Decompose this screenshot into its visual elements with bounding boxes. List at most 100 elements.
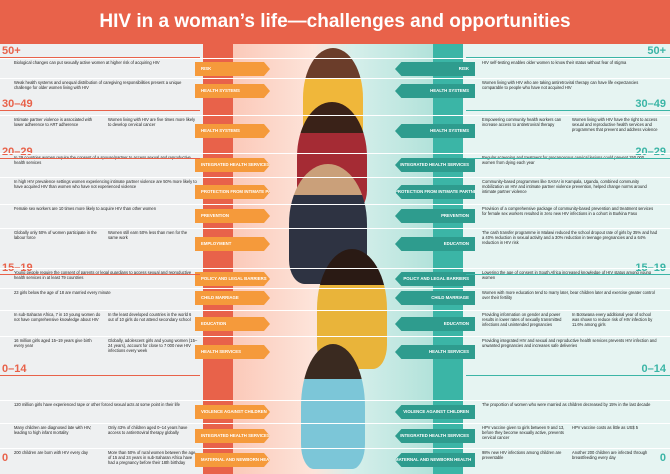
- opportunity-tag: VIOLENCE AGAINST CHILDREN: [395, 405, 475, 419]
- challenge-text: Women living with HIV are five times mor…: [108, 117, 196, 127]
- challenge-text: 23 girls below the age of 18 are married…: [14, 290, 111, 295]
- row-divider: [0, 204, 670, 205]
- challenge-text: In the least developed countries in the …: [108, 312, 192, 322]
- row-divider: [0, 336, 670, 337]
- age-label-right: 20–29: [635, 146, 666, 158]
- row: INTEGRATED HEALTH SERVICES INTEGRATED HEA…: [0, 426, 670, 446]
- row-divider: [0, 423, 670, 424]
- opportunity-tag: INTEGRATED HEALTH SERVICES: [395, 429, 475, 443]
- opportunity-text: In Botswana every additional year of sch…: [572, 312, 653, 327]
- age-label-left: 0: [2, 452, 9, 464]
- opportunity-text: Another 200 children are infected throug…: [572, 450, 648, 460]
- row-divider: [0, 268, 670, 269]
- opportunity-text: Women living with HIV who are taking ant…: [482, 80, 639, 90]
- challenge-text: Biological changes can put sexually acti…: [14, 60, 160, 65]
- row: PREVENTION PREVENTION: [0, 206, 670, 226]
- challenge-tag: EMPLOYMENT: [195, 237, 270, 251]
- age-divider: [0, 110, 200, 111]
- challenge-tag: POLICY AND LEGAL BARRIERS: [195, 272, 270, 286]
- age-divider: [0, 158, 200, 159]
- row: HEALTH SYSTEMS HEALTH SYSTEMS: [0, 81, 670, 101]
- row-divider: [0, 78, 670, 79]
- opportunity-tag: MATERNAL AND NEWBORN HEALTH: [395, 453, 475, 467]
- row-divider: [0, 228, 670, 229]
- opportunity-tag: HEALTH SYSTEMS: [395, 124, 475, 138]
- opportunity-tag: CHILD MARRIAGE: [395, 291, 475, 305]
- opportunity-text: Regular screening and treatment for prec…: [482, 155, 644, 165]
- age-divider: [466, 158, 670, 159]
- challenge-text: In high HIV prevalence settings women ex…: [14, 179, 197, 189]
- challenge-tag: EDUCATION: [195, 317, 270, 331]
- opportunity-text: HPV vaccine given to girls between 9 and…: [482, 425, 565, 440]
- opportunity-text: HPV vaccine costs as little as US$ 5: [572, 425, 638, 430]
- opportunity-tag: PREVENTION: [395, 209, 475, 223]
- row: RISK RISK: [0, 59, 670, 79]
- opportunity-text: Providing information on gender and powe…: [482, 312, 562, 327]
- row-divider: [0, 310, 670, 311]
- opportunity-tag: HEALTH SYSTEMS: [395, 84, 475, 98]
- opportunity-text: HIV self-testing enables older women to …: [482, 60, 627, 65]
- challenge-text: More than 50% of rural women between the…: [108, 450, 196, 465]
- row: POLICY AND LEGAL BARRIERS POLICY AND LEGA…: [0, 269, 670, 289]
- opportunity-text: 98% new HIV infections among children ar…: [482, 450, 562, 460]
- age-label-left: 0–14: [2, 363, 27, 375]
- row-divider: [0, 58, 670, 59]
- challenge-text: Female sex workers are 10 times more lik…: [14, 206, 156, 211]
- row: PROTECTION FROM INTIMATE PARTNER VIOLENC…: [0, 182, 670, 202]
- row: CHILD MARRIAGE CHILD MARRIAGE: [0, 288, 670, 308]
- challenge-tag: HEALTH SYSTEMS: [195, 84, 270, 98]
- age-label-right: 0–14: [641, 363, 666, 375]
- row: EDUCATION EDUCATION: [0, 314, 670, 334]
- age-divider: [0, 274, 200, 275]
- challenge-text: In 29 countries women require the consen…: [14, 155, 191, 165]
- opportunity-text: The proportion of women who were married…: [482, 402, 651, 407]
- age-label-left: 30–49: [2, 98, 33, 110]
- opportunity-text: Empowering community health workers can …: [482, 117, 562, 127]
- opportunity-text: Providing integrated HIV and sexual and …: [482, 338, 657, 348]
- challenge-text: Women still earn 50% less than men for t…: [108, 230, 188, 240]
- age-divider: [466, 110, 670, 111]
- challenge-tag: PROTECTION FROM INTIMATE PARTNER VIOLENC…: [195, 185, 270, 199]
- challenge-text: 120 million girls have experienced rape …: [14, 402, 180, 407]
- challenge-tag: INTEGRATED HEALTH SERVICES: [195, 429, 270, 443]
- row-divider: [0, 400, 670, 401]
- row-divider: [0, 177, 670, 178]
- opportunity-text: The cash transfer programme in Malawi re…: [482, 230, 657, 245]
- challenge-tag: INTEGRATED HEALTH SERVICES: [195, 158, 270, 172]
- row: HEALTH SYSTEMS HEALTH SYSTEMS: [0, 121, 670, 141]
- challenge-tag: CHILD MARRIAGE: [195, 291, 270, 305]
- age-divider: [466, 57, 670, 58]
- challenge-text: Intimate partner violence is associated …: [14, 117, 93, 127]
- challenge-tag: VIOLENCE AGAINST CHILDREN: [195, 405, 270, 419]
- age-label-right: 30–49: [635, 98, 666, 110]
- row: VIOLENCE AGAINST CHILDREN VIOLENCE AGAINS…: [0, 402, 670, 422]
- challenge-tag: HEALTH SERVICES: [195, 345, 270, 359]
- row-divider: [0, 448, 670, 449]
- row-divider: [0, 115, 670, 116]
- challenge-text: 200 children are born with HIV every day: [14, 450, 88, 455]
- opportunity-tag: PROTECTION FROM INTIMATE PARTNER VIOLENC…: [395, 185, 475, 199]
- age-divider: [0, 375, 200, 376]
- challenge-text: 16 million girls aged 15–19 years give b…: [14, 338, 92, 348]
- opportunity-tag: INTEGRATED HEALTH SERVICES: [395, 158, 475, 172]
- opportunity-text: Women living with HIV have the right to …: [572, 117, 658, 132]
- challenge-text: Weak health systems and unequal distribu…: [14, 80, 182, 90]
- opportunity-text: Community-based programmes like SASA! in…: [482, 179, 647, 194]
- age-divider: [466, 274, 670, 275]
- challenge-tag: HEALTH SYSTEMS: [195, 124, 270, 138]
- row-divider: [0, 153, 670, 154]
- age-label-left: 20–29: [2, 146, 33, 158]
- opportunity-text: Provision of a comprehensive package of …: [482, 206, 654, 216]
- challenge-tag: PREVENTION: [195, 209, 270, 223]
- challenge-text: In sub-Saharan Africa, 7 in 10 young wom…: [14, 312, 101, 322]
- challenge-text: Young people require the consent of pare…: [14, 270, 192, 280]
- opportunity-text: Lowering the age of consent in South Afr…: [482, 270, 652, 280]
- opportunity-tag: POLICY AND LEGAL BARRIERS: [395, 272, 475, 286]
- opportunity-tag: EDUCATION: [395, 317, 475, 331]
- row: EMPLOYMENT EDUCATION: [0, 234, 670, 254]
- row: INTEGRATED HEALTH SERVICES INTEGRATED HEA…: [0, 155, 670, 175]
- opportunity-text: Women with more education tend to marry …: [482, 290, 655, 300]
- challenge-tag: MATERNAL AND NEWBORN HEALTH: [195, 453, 270, 467]
- age-label-left: 50+: [2, 45, 21, 57]
- challenge-text: Many children are diagnosed late with HI…: [14, 425, 92, 435]
